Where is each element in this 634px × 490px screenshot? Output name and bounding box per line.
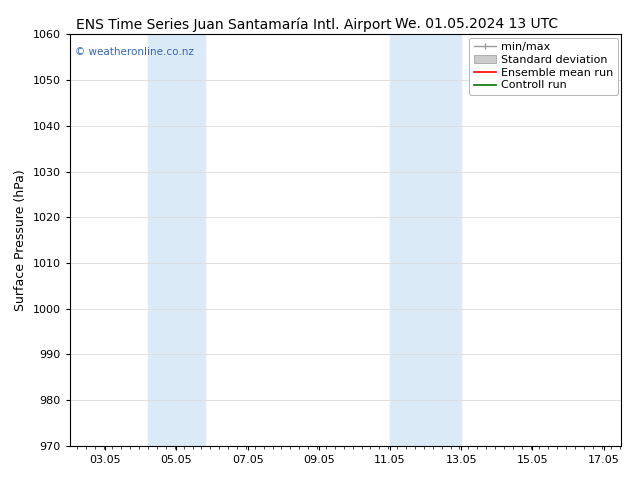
Text: ENS Time Series Juan Santamaría Intl. Airport: ENS Time Series Juan Santamaría Intl. Ai…	[76, 17, 392, 32]
Bar	[148, 34, 205, 446]
Legend: min/max, Standard deviation, Ensemble mean run, Controll run: min/max, Standard deviation, Ensemble me…	[469, 38, 618, 95]
Y-axis label: Surface Pressure (hPa): Surface Pressure (hPa)	[14, 169, 27, 311]
Text: © weatheronline.co.nz: © weatheronline.co.nz	[75, 47, 194, 57]
Text: We. 01.05.2024 13 UTC: We. 01.05.2024 13 UTC	[395, 17, 558, 31]
Bar	[390, 34, 461, 446]
